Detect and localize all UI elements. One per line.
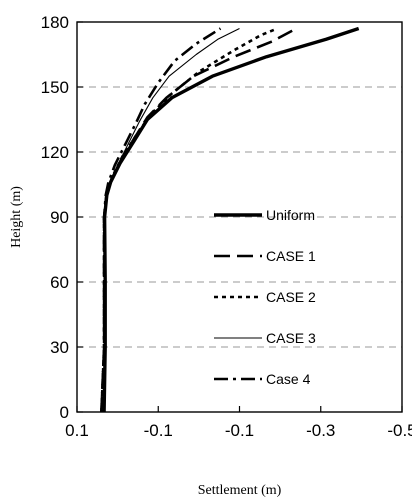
x-tick-label: -0.3 [306,421,335,440]
y-tick-label: 60 [50,273,69,292]
series-line-case-2 [100,27,278,413]
legend-label: CASE 3 [266,330,316,346]
axis-ticks: 0 30 60 90 120 150 180 0.1 -0.1 -0.1 -0.3 -0.5 [41,13,412,440]
y-axis-title: Height (m) [9,186,24,248]
y-tick-label: 150 [41,78,69,97]
legend-label: Uniform [266,207,315,223]
x-tick-label: -0.1 [225,421,254,440]
y-tick-label: 90 [50,208,69,227]
y-tick-label: 0 [60,403,69,422]
legend-label: CASE 2 [266,289,316,305]
legend-label: CASE 1 [266,248,316,264]
y-tick-label: 120 [41,143,69,162]
x-axis-title: Settlement (m) [198,483,282,498]
series-group [100,26,360,413]
grid-lines [77,86,402,348]
y-tick-label: 180 [41,13,69,32]
series-line-case-4 [100,27,222,413]
x-tick-label: -0.1 [144,421,173,440]
y-tick-label: 30 [50,338,69,357]
x-tick-label: -0.5 [387,421,412,440]
x-tick-label: 0.1 [65,421,89,440]
legend: Uniform CASE 1 CASE 2 CASE 3 Case 4 [214,207,316,387]
legend-label: Case 4 [266,371,311,387]
